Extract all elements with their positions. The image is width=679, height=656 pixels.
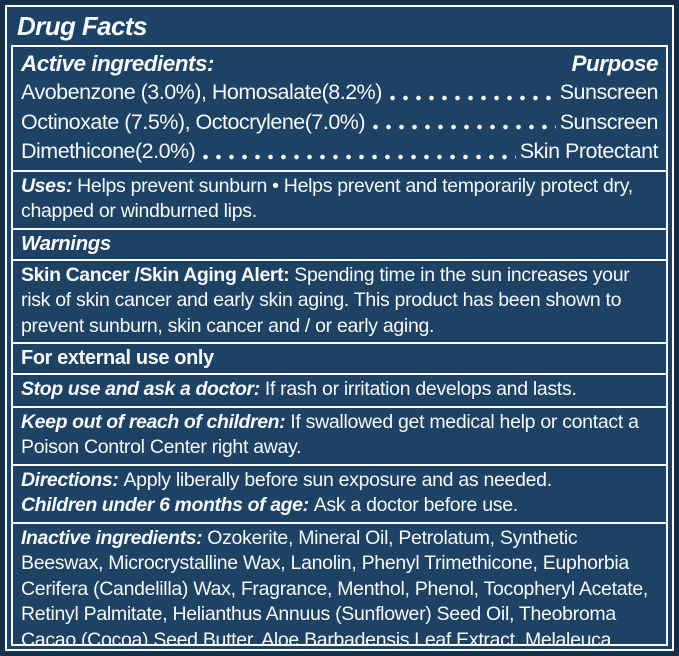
stop-use-heading: Stop use and ask a doctor: [21, 378, 260, 400]
uses-text: Helps prevent sunburn • Helps prevent an… [21, 174, 633, 223]
warnings-heading: Warnings [21, 231, 111, 255]
children-text: Ask a doctor before use. [313, 494, 518, 516]
ingredient-row: Octinoxate (7.5%), Octocrylene(7.0%) Sun… [21, 107, 659, 137]
stop-use-paragraph: Stop use and ask a doctor: If rash or irr… [21, 377, 658, 403]
section-active-ingredients: Active ingredients: Purpose Avobenzone (… [13, 47, 666, 170]
alert-paragraph: Skin Cancer /Skin Aging Alert: Spending t… [21, 263, 658, 340]
purpose-heading: Purpose [571, 51, 658, 76]
keep-out-text: If swallowed get medical help or contact… [21, 410, 639, 459]
inactive-text: Ozokerite, Mineral Oil, Petrolatum, Synt… [21, 526, 649, 646]
dot-leader [385, 78, 556, 108]
uses-paragraph: Uses: Helps prevent sunburn • Helps preve… [21, 174, 658, 225]
label-title: Drug Facts [17, 11, 147, 41]
external-use-text: For external use only [21, 347, 214, 369]
uses-heading: Uses: [21, 174, 73, 197]
section-uses: Uses: Helps prevent sunburn • Helps preve… [13, 169, 666, 228]
active-ingredients-heading: Active ingredients: [21, 51, 215, 76]
alert-heading: Skin Cancer /Skin Aging Alert: [21, 263, 290, 286]
keep-out-paragraph: Keep out of reach of children: If swallow… [21, 410, 658, 461]
ingredient-name: Avobenzone (3.0%), Homosalate(8.2%) [21, 80, 382, 104]
directions-text: Apply liberally before sun exposure and … [123, 468, 552, 491]
alert-text: Spending time in the sun increases your … [21, 263, 630, 337]
stop-use-text: If rash or irritation develops and lasts… [264, 378, 577, 400]
ingredient-row: Dimethicone(2.0%) Skin Protectant [21, 137, 659, 167]
section-stop-use: Stop use and ask a doctor: If rash or irr… [13, 373, 666, 406]
active-ingredients-header: Active ingredients: Purpose [21, 49, 658, 78]
label-body: Active ingredients: Purpose Avobenzone (… [11, 45, 668, 646]
ingredient-purpose: Sunscreen [559, 109, 659, 134]
label-frame: Drug Facts Active ingredients: Purpose A… [5, 5, 674, 651]
ingredient-row: Avobenzone (3.0%), Homosalate(8.2%) Suns… [21, 78, 659, 108]
ingredient-purpose: Sunscreen [559, 80, 659, 104]
dot-leader [199, 137, 516, 167]
section-external-use: For external use only [13, 342, 666, 373]
ingredient-purpose: Skin Protectant [519, 139, 659, 163]
directions-heading: Directions: [21, 468, 119, 491]
ingredient-name: Dimethicone(2.0%) [21, 139, 196, 163]
section-warnings: Warnings [13, 227, 666, 259]
children-paragraph: Children under 6 months of age: Ask a doc… [21, 493, 658, 519]
section-inactive-ingredients: Inactive ingredients: Ozokerite, Mineral … [13, 521, 666, 646]
section-skin-cancer-alert: Skin Cancer /Skin Aging Alert: Spending t… [13, 258, 666, 343]
ingredient-name: Octinoxate (7.5%), Octocrylene(7.0%) [21, 109, 366, 134]
inactive-heading: Inactive ingredients: [21, 526, 203, 549]
keep-out-heading: Keep out of reach of children: [21, 410, 286, 433]
section-keep-out: Keep out of reach of children: If swallow… [13, 405, 666, 464]
inactive-paragraph: Inactive ingredients: Ozokerite, Mineral … [21, 526, 658, 646]
dot-leader [369, 107, 556, 137]
children-heading: Children under 6 months of age: [21, 494, 309, 516]
directions-paragraph: Directions: Apply liberally before sun ex… [21, 468, 658, 494]
section-directions: Directions: Apply liberally before sun ex… [13, 463, 666, 522]
